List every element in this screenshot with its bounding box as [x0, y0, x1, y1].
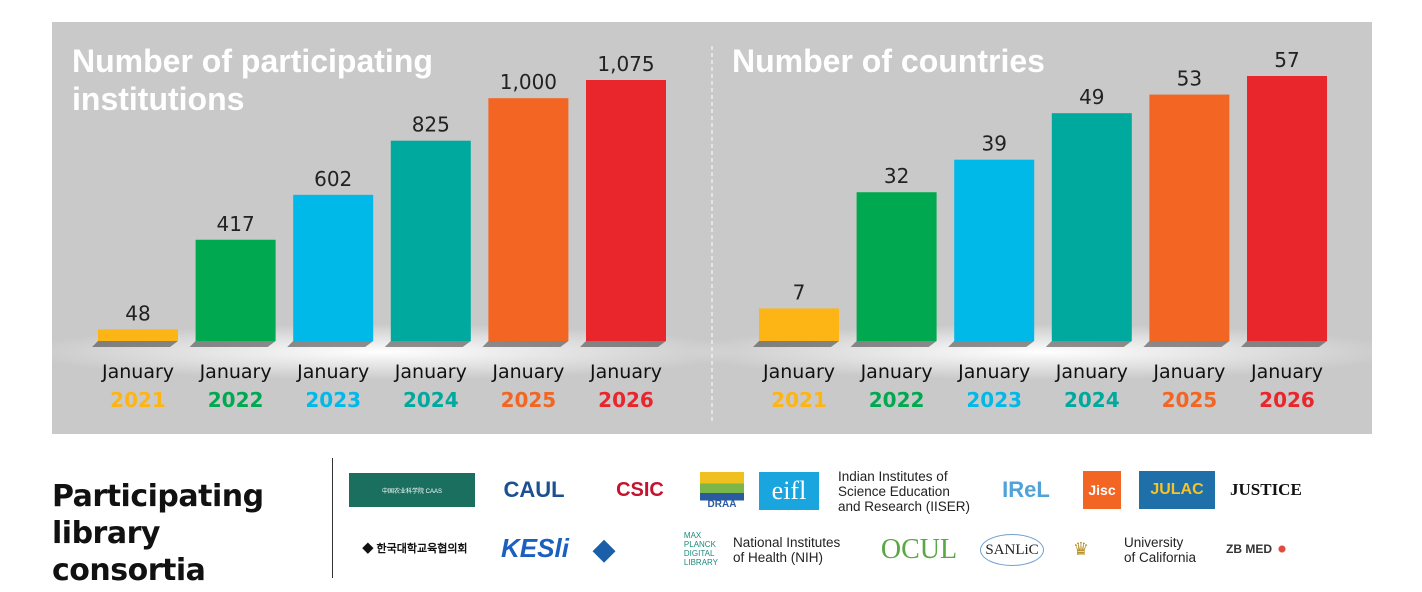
- data-label: 825: [412, 113, 450, 137]
- bar-shadow: [1045, 341, 1132, 347]
- bar: [98, 329, 178, 341]
- bar: [856, 192, 937, 341]
- divider: [332, 458, 333, 578]
- tick-label-month: January: [589, 361, 662, 383]
- logo-csic: CSIC: [616, 478, 664, 501]
- tick-label-year: 2022: [208, 388, 264, 412]
- tick-label-month: January: [296, 361, 369, 383]
- tick-label-month: January: [491, 361, 564, 383]
- logo-iiser: Indian Institutes of Science Education and…: [838, 468, 971, 514]
- chart-panel: 48 January 2021 417 January 2022 602 January 202…: [52, 22, 1372, 434]
- data-label: 49: [1079, 85, 1104, 109]
- data-label: 417: [217, 212, 255, 236]
- logo-caas: 中国农业科学院 CAAS: [349, 473, 475, 507]
- logo-kb-sweden: ♛: [1072, 538, 1090, 559]
- chart-title-countries: Number of countries: [732, 43, 1045, 79]
- data-label: 53: [1177, 67, 1202, 91]
- tick-label-month: January: [1152, 361, 1225, 383]
- logo-zbmed: ZB MED: [1226, 526, 1306, 572]
- logo-kcue: ◆ 한국대학교육협의회: [362, 543, 468, 555]
- tick-label-year: 2026: [598, 388, 654, 412]
- logo-nih: National Institutes of Health (NIH): [733, 535, 841, 565]
- tick-label-month: January: [762, 361, 835, 383]
- tick-label-year: 2022: [869, 388, 925, 412]
- bar: [293, 194, 374, 341]
- logo-mpdl: MAX PLANCK DIGITAL LIBRARY: [683, 531, 718, 567]
- logo-ocul: OCUL: [880, 534, 958, 565]
- tick-label-year: 2023: [305, 388, 361, 412]
- logo-justice: JUSTICE: [1230, 480, 1302, 499]
- logo-draa: DRAA: [700, 472, 744, 510]
- tick-label-month: January: [101, 361, 174, 383]
- bar: [586, 80, 666, 341]
- charts-svg: 48 January 2021 417 January 2022 602 January 202…: [52, 46, 1372, 422]
- tick-label-year: 2021: [771, 388, 827, 412]
- bar: [759, 308, 839, 341]
- bar: [195, 239, 276, 341]
- tick-label-year: 2025: [501, 388, 557, 412]
- logo-jisc: Jisc: [1083, 471, 1121, 509]
- logo-eifl: eifl: [759, 472, 819, 510]
- logo-kesli: KESli: [501, 532, 569, 563]
- tick-label-year: 2021: [110, 388, 166, 412]
- data-label: 39: [981, 132, 1006, 156]
- bar: [1051, 113, 1132, 341]
- tick-label-month: January: [957, 361, 1030, 383]
- bar: [954, 159, 1035, 341]
- data-label: 1,000: [500, 70, 557, 94]
- logo-diamond: ◆: [592, 532, 616, 566]
- bar-shadow: [287, 341, 374, 347]
- bar-shadow: [482, 341, 569, 347]
- bar-shadow: [384, 341, 471, 347]
- tick-label-month: January: [1250, 361, 1323, 383]
- bar-shadow: [1241, 341, 1327, 347]
- bar: [488, 98, 569, 341]
- logo-irel: IReL: [1002, 477, 1050, 502]
- tick-label-year: 2025: [1162, 388, 1218, 412]
- logo-uc: University of California: [1124, 535, 1197, 565]
- bar-shadow: [850, 341, 937, 347]
- consortia-heading: Participating library consortia: [52, 479, 264, 588]
- bar-shadow: [948, 341, 1035, 347]
- bar: [390, 140, 471, 341]
- tick-label-year: 2024: [403, 388, 459, 412]
- bar-shadow: [189, 341, 276, 347]
- tick-label-month: January: [394, 361, 467, 383]
- tick-label-month: January: [1055, 361, 1128, 383]
- data-label: 602: [314, 167, 352, 191]
- data-label: 48: [125, 301, 150, 325]
- bar: [1149, 94, 1230, 341]
- logo-sanlic: SANLiC: [980, 534, 1044, 566]
- data-label: 1,075: [597, 52, 654, 76]
- bar-shadow: [92, 341, 178, 347]
- data-label: 7: [793, 280, 806, 304]
- bar-shadow: [753, 341, 839, 347]
- tick-label-year: 2024: [1064, 388, 1120, 412]
- tick-label-month: January: [199, 361, 272, 383]
- data-label: 32: [884, 164, 909, 188]
- tick-label-year: 2023: [966, 388, 1022, 412]
- chart-title-institutions: Number of participating institutions: [72, 43, 433, 117]
- bar-shadow: [1143, 341, 1230, 347]
- logo-caul: CAUL: [503, 477, 565, 502]
- data-label: 57: [1274, 48, 1299, 72]
- logo-julac: JULAC: [1139, 471, 1215, 509]
- tick-label-month: January: [860, 361, 933, 383]
- tick-label-year: 2026: [1259, 388, 1315, 412]
- bar: [1247, 76, 1327, 341]
- bar-shadow: [580, 341, 666, 347]
